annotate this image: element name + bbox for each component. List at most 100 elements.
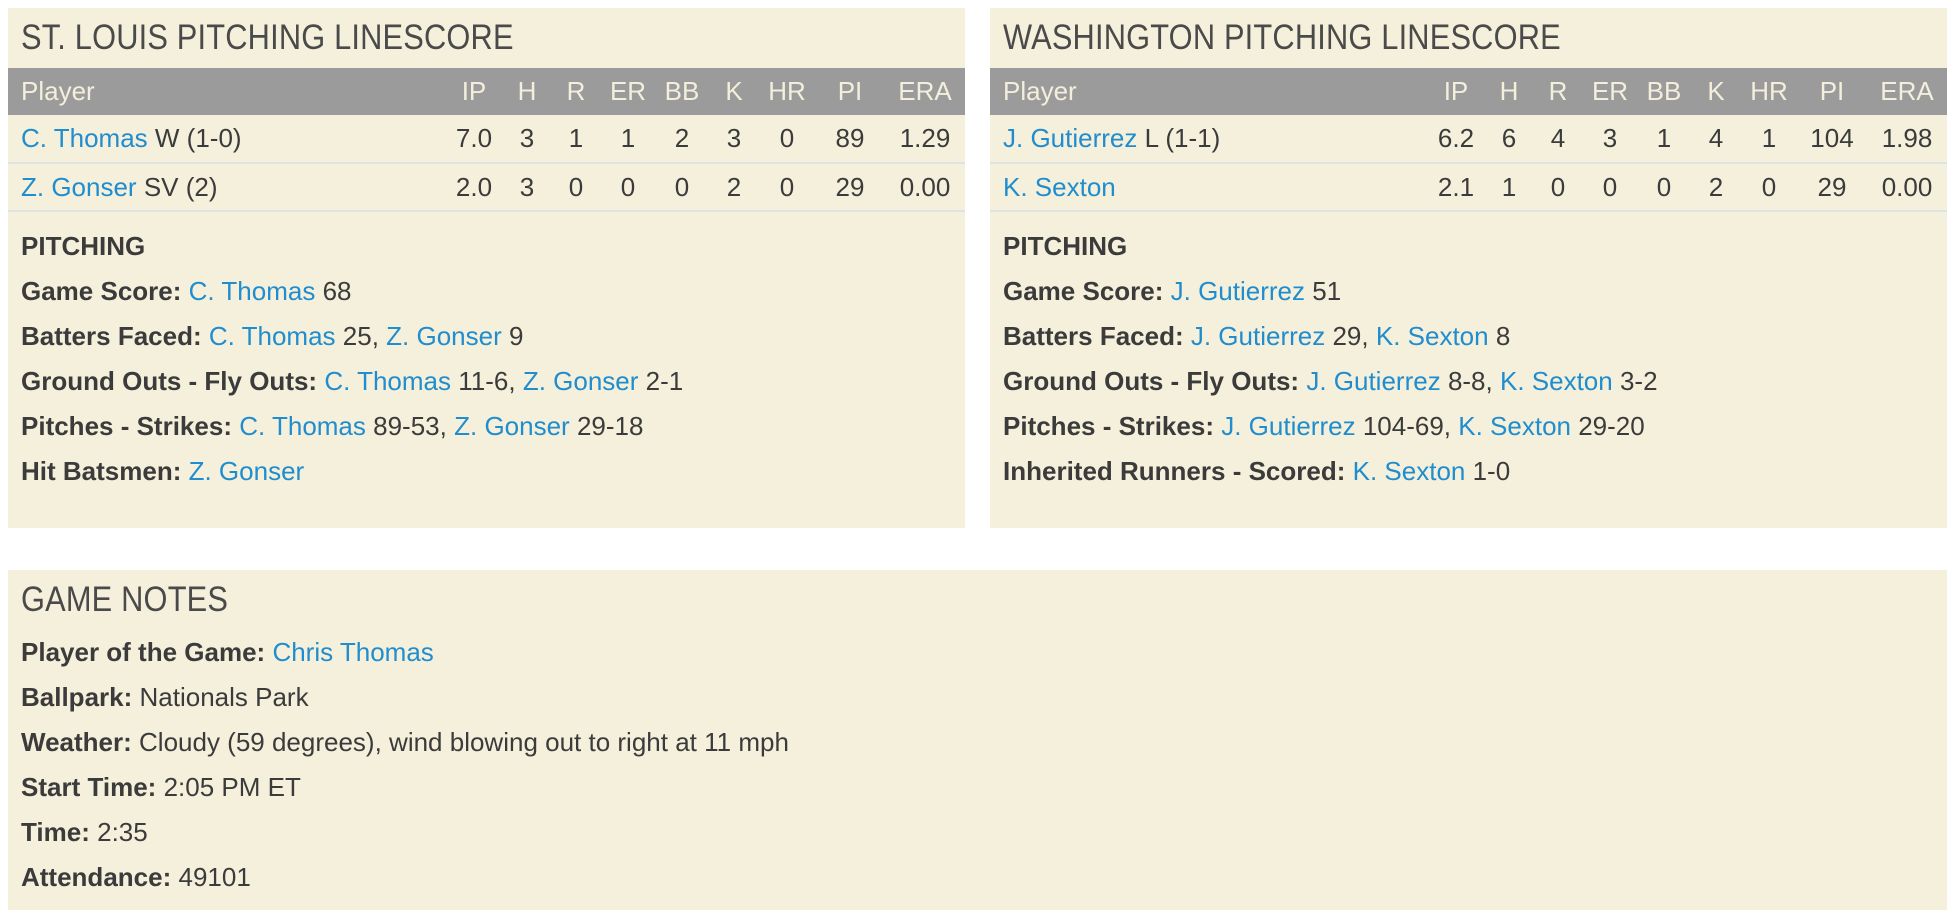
player-link[interactable]: K. Sexton xyxy=(1458,411,1571,441)
note-label: Attendance: xyxy=(21,862,172,892)
stat-cell: 0 xyxy=(620,171,636,202)
player-link[interactable]: J. Gutierrez xyxy=(1190,321,1326,351)
stat-cell: 2 xyxy=(674,123,690,153)
col-header-r: R xyxy=(1548,76,1568,106)
player-link[interactable]: J. Gutierrez xyxy=(1306,366,1441,396)
note-value: 3-2 xyxy=(1619,366,1658,396)
game-notes-body: Player of the Game: Chris Thomas Ballpar… xyxy=(21,630,1934,900)
player-link[interactable]: K. Sexton xyxy=(1375,321,1489,351)
table-row: C. Thomas W (1-0) 7.0 3 1 1 2 3 0 89 1.2… xyxy=(8,115,965,163)
stat-cell: 6.2 xyxy=(1437,123,1475,153)
stat-cell: 29 xyxy=(1817,171,1847,202)
note-label: Game Score: xyxy=(1003,276,1164,306)
pitcher-cell: J. Gutierrez L (1-1) xyxy=(990,115,1427,163)
note-value: 29-20 xyxy=(1578,411,1645,441)
stat-cell: 3 xyxy=(519,171,535,202)
note-value: 51 xyxy=(1312,276,1342,306)
note-label: Batters Faced: xyxy=(21,321,202,351)
player-link[interactable]: K. Sexton xyxy=(1352,456,1466,486)
stat-cell: 0 xyxy=(1550,171,1566,202)
wsh-panel-title: WASHINGTON PITCHING LINESCORE xyxy=(1003,18,1561,57)
player-link[interactable]: Z. Gonser xyxy=(21,171,137,202)
player-link[interactable]: C. Thomas xyxy=(208,321,336,351)
player-link[interactable]: K. Sexton xyxy=(1499,366,1613,396)
pitcher-decision: L (1-1) xyxy=(1144,123,1221,153)
player-link[interactable]: C. Thomas xyxy=(324,366,452,396)
note-line: Batters Faced: C. Thomas 25, Z. Gonser 9 xyxy=(21,314,952,359)
player-link[interactable]: Chris Thomas xyxy=(272,637,434,667)
col-header-h: H xyxy=(1499,76,1519,106)
stat-cell: 0.00 xyxy=(899,171,951,202)
stat-cell: 0 xyxy=(1761,171,1777,202)
note-line: Game Score: C. Thomas 68 xyxy=(21,269,952,314)
stat-cell: 3 xyxy=(726,123,742,153)
stat-cell: 89 xyxy=(835,123,865,153)
col-header-hr: HR xyxy=(768,76,806,106)
stat-cell: 1 xyxy=(1501,171,1517,202)
stat-cell: 3 xyxy=(519,123,535,153)
table-row: J. Gutierrez L (1-1) 6.2 6 4 3 1 4 1 104… xyxy=(990,115,1947,163)
col-header-er: ER xyxy=(609,76,647,106)
wsh-pitching-table: Player IP H R ER BB K HR PI ERA xyxy=(990,68,1947,212)
stat-cell: 1.98 xyxy=(1881,123,1933,153)
note-label: Time: xyxy=(21,817,90,847)
note-line: Batters Faced: J. Gutierrez 29, K. Sexto… xyxy=(1003,314,1934,359)
note-label: Hit Batsmen: xyxy=(21,456,182,486)
pitcher-decision: SV (2) xyxy=(143,171,218,202)
table-header-row: Player IP H R ER BB K HR PI ERA xyxy=(990,68,1947,115)
note-line-ballpark: Ballpark: Nationals Park xyxy=(21,675,1934,720)
col-header-ip: IP xyxy=(1443,76,1469,106)
player-link[interactable]: J. Gutierrez xyxy=(1003,123,1138,153)
note-line-attendance: Attendance: 49101 xyxy=(21,855,1934,900)
col-header-k: K xyxy=(725,76,743,106)
note-label: Game Score: xyxy=(21,276,182,306)
stat-cell: 1 xyxy=(1656,123,1672,153)
note-label: Pitches - Strikes: xyxy=(1003,411,1214,441)
stat-cell: 3 xyxy=(1602,123,1618,153)
stat-cell: 1 xyxy=(620,123,636,153)
note-label: Inherited Runners - Scored: xyxy=(1003,456,1346,486)
game-notes-panel: GAME NOTES Player of the Game: Chris Tho… xyxy=(8,570,1947,910)
player-link[interactable]: C. Thomas xyxy=(21,123,148,153)
note-value: 2:35 xyxy=(97,817,148,847)
note-value: 8 xyxy=(1495,321,1511,351)
col-header-h: H xyxy=(517,76,537,106)
col-header-pi: PI xyxy=(1819,76,1845,106)
stat-cell: 4 xyxy=(1550,123,1566,153)
note-line: Hit Batsmen: Z. Gonser xyxy=(21,449,952,494)
section-title: PITCHING xyxy=(21,231,146,261)
stat-cell: 2 xyxy=(726,171,742,202)
note-label: Ground Outs - Fly Outs: xyxy=(21,366,318,396)
pitcher-cell: K. Sexton xyxy=(990,163,1427,211)
note-value: 9 xyxy=(509,321,524,351)
stl-pitching-panel: ST. LOUIS PITCHING LINESCORE Player IP H… xyxy=(8,8,965,528)
stl-panel-title: ST. LOUIS PITCHING LINESCORE xyxy=(21,18,514,57)
player-link[interactable]: K. Sexton xyxy=(1003,171,1116,202)
player-link[interactable]: Z. Gonser xyxy=(454,411,570,441)
note-value: 11-6, xyxy=(458,366,516,396)
player-link[interactable]: C. Thomas xyxy=(188,276,316,306)
note-line: Pitches - Strikes: J. Gutierrez 104-69, … xyxy=(1003,404,1934,449)
col-header-player: Player xyxy=(21,76,95,106)
pitcher-decision: W (1-0) xyxy=(154,123,242,153)
stat-cell: 0 xyxy=(779,171,795,202)
player-link[interactable]: Z. Gonser xyxy=(386,321,502,351)
player-link[interactable]: C. Thomas xyxy=(239,411,366,441)
player-link[interactable]: Z. Gonser xyxy=(188,456,305,486)
note-value: 2:05 PM ET xyxy=(163,772,301,802)
note-value: 29-18 xyxy=(576,411,644,441)
note-label: Player of the Game: xyxy=(21,637,266,667)
wsh-pitching-panel: WASHINGTON PITCHING LINESCORE Player IP … xyxy=(990,8,1947,528)
col-header-ip: IP xyxy=(461,76,487,106)
stat-cell: 29 xyxy=(835,171,865,202)
note-value: 89-53, xyxy=(373,411,447,441)
stat-cell: 6 xyxy=(1501,123,1517,153)
stat-cell: 1 xyxy=(1761,123,1777,153)
player-link[interactable]: J. Gutierrez xyxy=(1170,276,1306,306)
stat-cell: 7.0 xyxy=(455,123,493,153)
player-link[interactable]: Z. Gonser xyxy=(522,366,639,396)
note-value: 49101 xyxy=(178,862,251,892)
note-value: 104-69, xyxy=(1362,411,1452,441)
stl-pitching-notes: PITCHING Game Score: C. Thomas 68 Batter… xyxy=(21,224,952,494)
player-link[interactable]: J. Gutierrez xyxy=(1221,411,1356,441)
